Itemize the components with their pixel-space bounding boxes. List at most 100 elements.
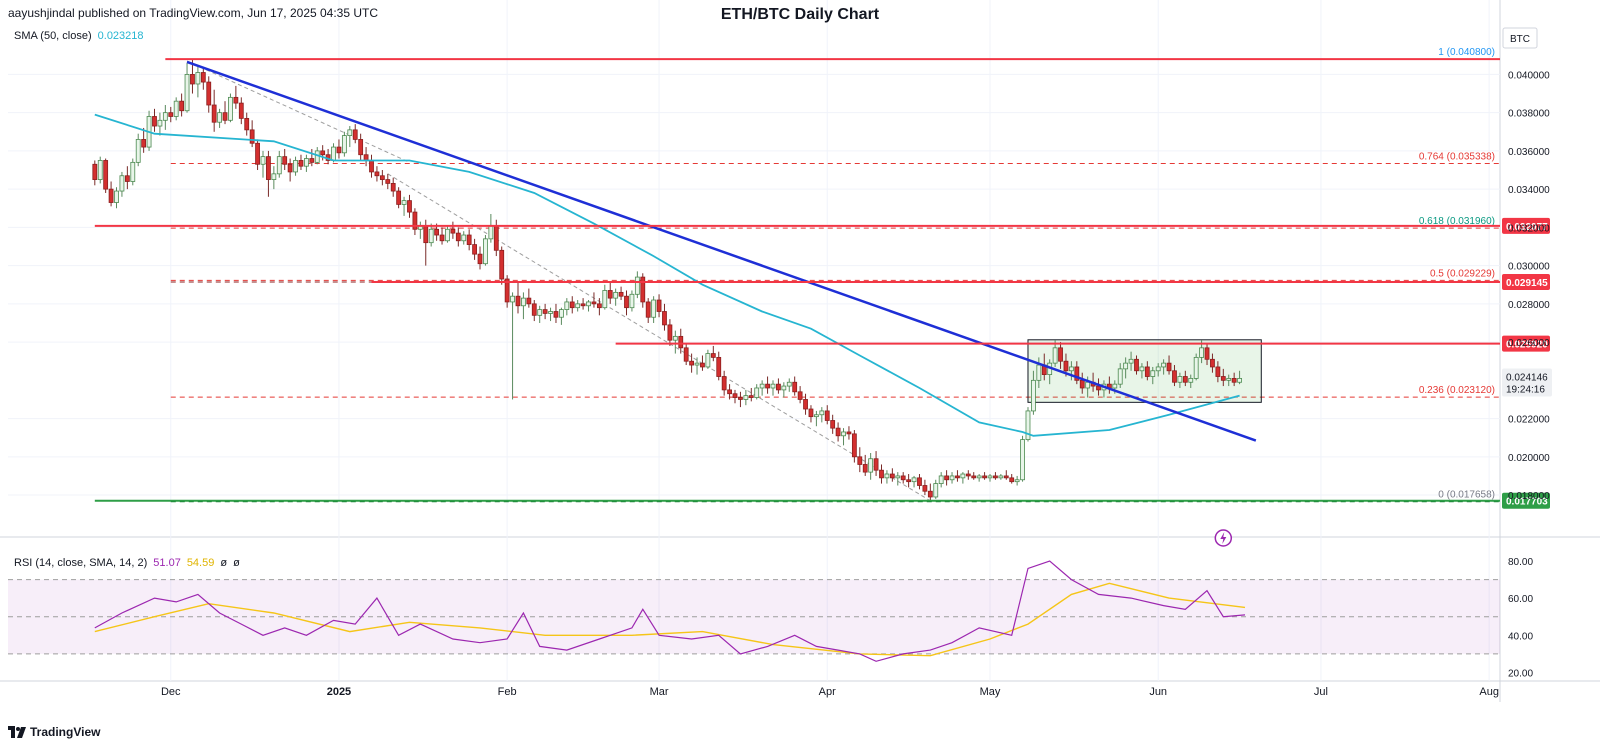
rsi-legend-label: RSI (14, close, SMA, 14, 2) (14, 557, 148, 569)
price-level-tag-label: 0.029145 (1506, 278, 1548, 289)
candle-body (629, 293, 635, 309)
candle-body (542, 309, 548, 314)
candle-body (754, 387, 760, 398)
candle-body (1172, 370, 1177, 383)
candle-body (347, 129, 353, 136)
candle-body (694, 362, 700, 366)
fib-label: 0.236 (0.023120) (1419, 385, 1495, 396)
candle-body (624, 295, 629, 309)
candle-body (667, 324, 673, 341)
candle-body (352, 129, 358, 140)
candle-body (298, 160, 304, 167)
candle-body (727, 389, 732, 395)
candle-body (862, 464, 868, 473)
candle-body (200, 72, 206, 83)
last-price-label: 0.024146 (1506, 373, 1548, 384)
candle-body (493, 225, 499, 251)
candle-body (119, 175, 125, 192)
time-tick-label: Jun (1149, 686, 1167, 698)
tradingview-logo-icon (8, 726, 26, 738)
candle-body (222, 112, 228, 121)
rsi-tick-label: 80.00 (1508, 557, 1533, 568)
candle-body (249, 129, 255, 144)
candle-body (781, 385, 787, 391)
candle-body (504, 278, 510, 303)
candle-body (1079, 379, 1085, 389)
candle-body (472, 244, 477, 255)
candle-body (721, 376, 727, 391)
candle-body (124, 175, 130, 182)
candle-body (499, 249, 505, 280)
sma-50-path (94, 113, 1240, 437)
candle-body (515, 295, 521, 307)
candle-body (911, 477, 917, 483)
sma-legend[interactable]: SMA (50, close) 0.023218 (14, 30, 150, 42)
candle-body (450, 228, 456, 234)
candle-body (732, 393, 738, 398)
candle-body (401, 200, 407, 205)
candle-body (217, 112, 222, 123)
candle-body (260, 156, 266, 165)
candle-body (1074, 366, 1080, 381)
price-level-tag (1502, 273, 1550, 290)
price-tick-label: 0.038000 (1508, 109, 1550, 120)
candle-body (320, 150, 326, 156)
candle-body (748, 395, 754, 398)
candle-body (656, 299, 662, 312)
candle-body (971, 475, 977, 479)
candle-body (841, 431, 846, 437)
price-tick-label: 0.036000 (1508, 147, 1550, 158)
rsi-tick-label: 40.00 (1508, 631, 1533, 642)
rsi-legend-value: 51.07 (153, 557, 181, 569)
candle-body (797, 391, 803, 400)
candle-body (282, 156, 288, 165)
candle-body (92, 163, 98, 180)
candle-body (466, 234, 472, 245)
candle-body (824, 410, 830, 421)
last-price-tag (1502, 368, 1552, 397)
candle-body (1155, 366, 1161, 372)
candle-body (564, 301, 570, 310)
rsi-legend[interactable]: RSI (14, close, SMA, 14, 2) 51.07 54.59 ø ø (14, 557, 246, 569)
candle-body (575, 303, 581, 309)
candle-body (830, 420, 836, 429)
trend-lines (186, 60, 1257, 442)
guide-line (186, 60, 410, 163)
fib-label: 1 (0.040800) (1438, 47, 1495, 58)
candle-body (179, 100, 185, 112)
candle-body (927, 490, 933, 498)
candle-body (336, 146, 342, 154)
candle-body (152, 116, 157, 127)
candle-body (678, 335, 684, 349)
candle-body (602, 290, 608, 309)
candle-body (266, 156, 271, 180)
candle-body (445, 228, 450, 242)
time-tick-label: Jul (1314, 686, 1328, 698)
price-level-tag-label: 0.032077 (1506, 222, 1548, 233)
candle-body (705, 353, 711, 368)
candle-body (195, 72, 201, 85)
candle-body (645, 301, 651, 318)
candle-body (331, 146, 336, 161)
lightning-glyph (1220, 532, 1227, 544)
candle-body (558, 309, 564, 318)
candle-body (1231, 378, 1237, 383)
time-axis: Dec 2025 Feb Mar Apr May Jun Jul Aug (161, 686, 1499, 698)
candle-body (341, 135, 347, 154)
tradingview-brand[interactable]: TradingView (8, 725, 100, 739)
candle-body (206, 81, 212, 106)
candle-body (1068, 366, 1074, 372)
candle-body (965, 473, 971, 477)
candle-body (477, 253, 483, 265)
price-tick-label: 0.018000 (1508, 491, 1550, 502)
candle-body (851, 433, 857, 458)
candle-body (374, 171, 380, 177)
candle-body (157, 119, 163, 127)
candle-body (238, 102, 244, 119)
candle-body (553, 311, 559, 318)
fib-label: 0 (0.017658) (1438, 490, 1495, 501)
candle-body (776, 383, 781, 391)
candle-body (1237, 378, 1242, 383)
rsi-path (94, 560, 1246, 662)
